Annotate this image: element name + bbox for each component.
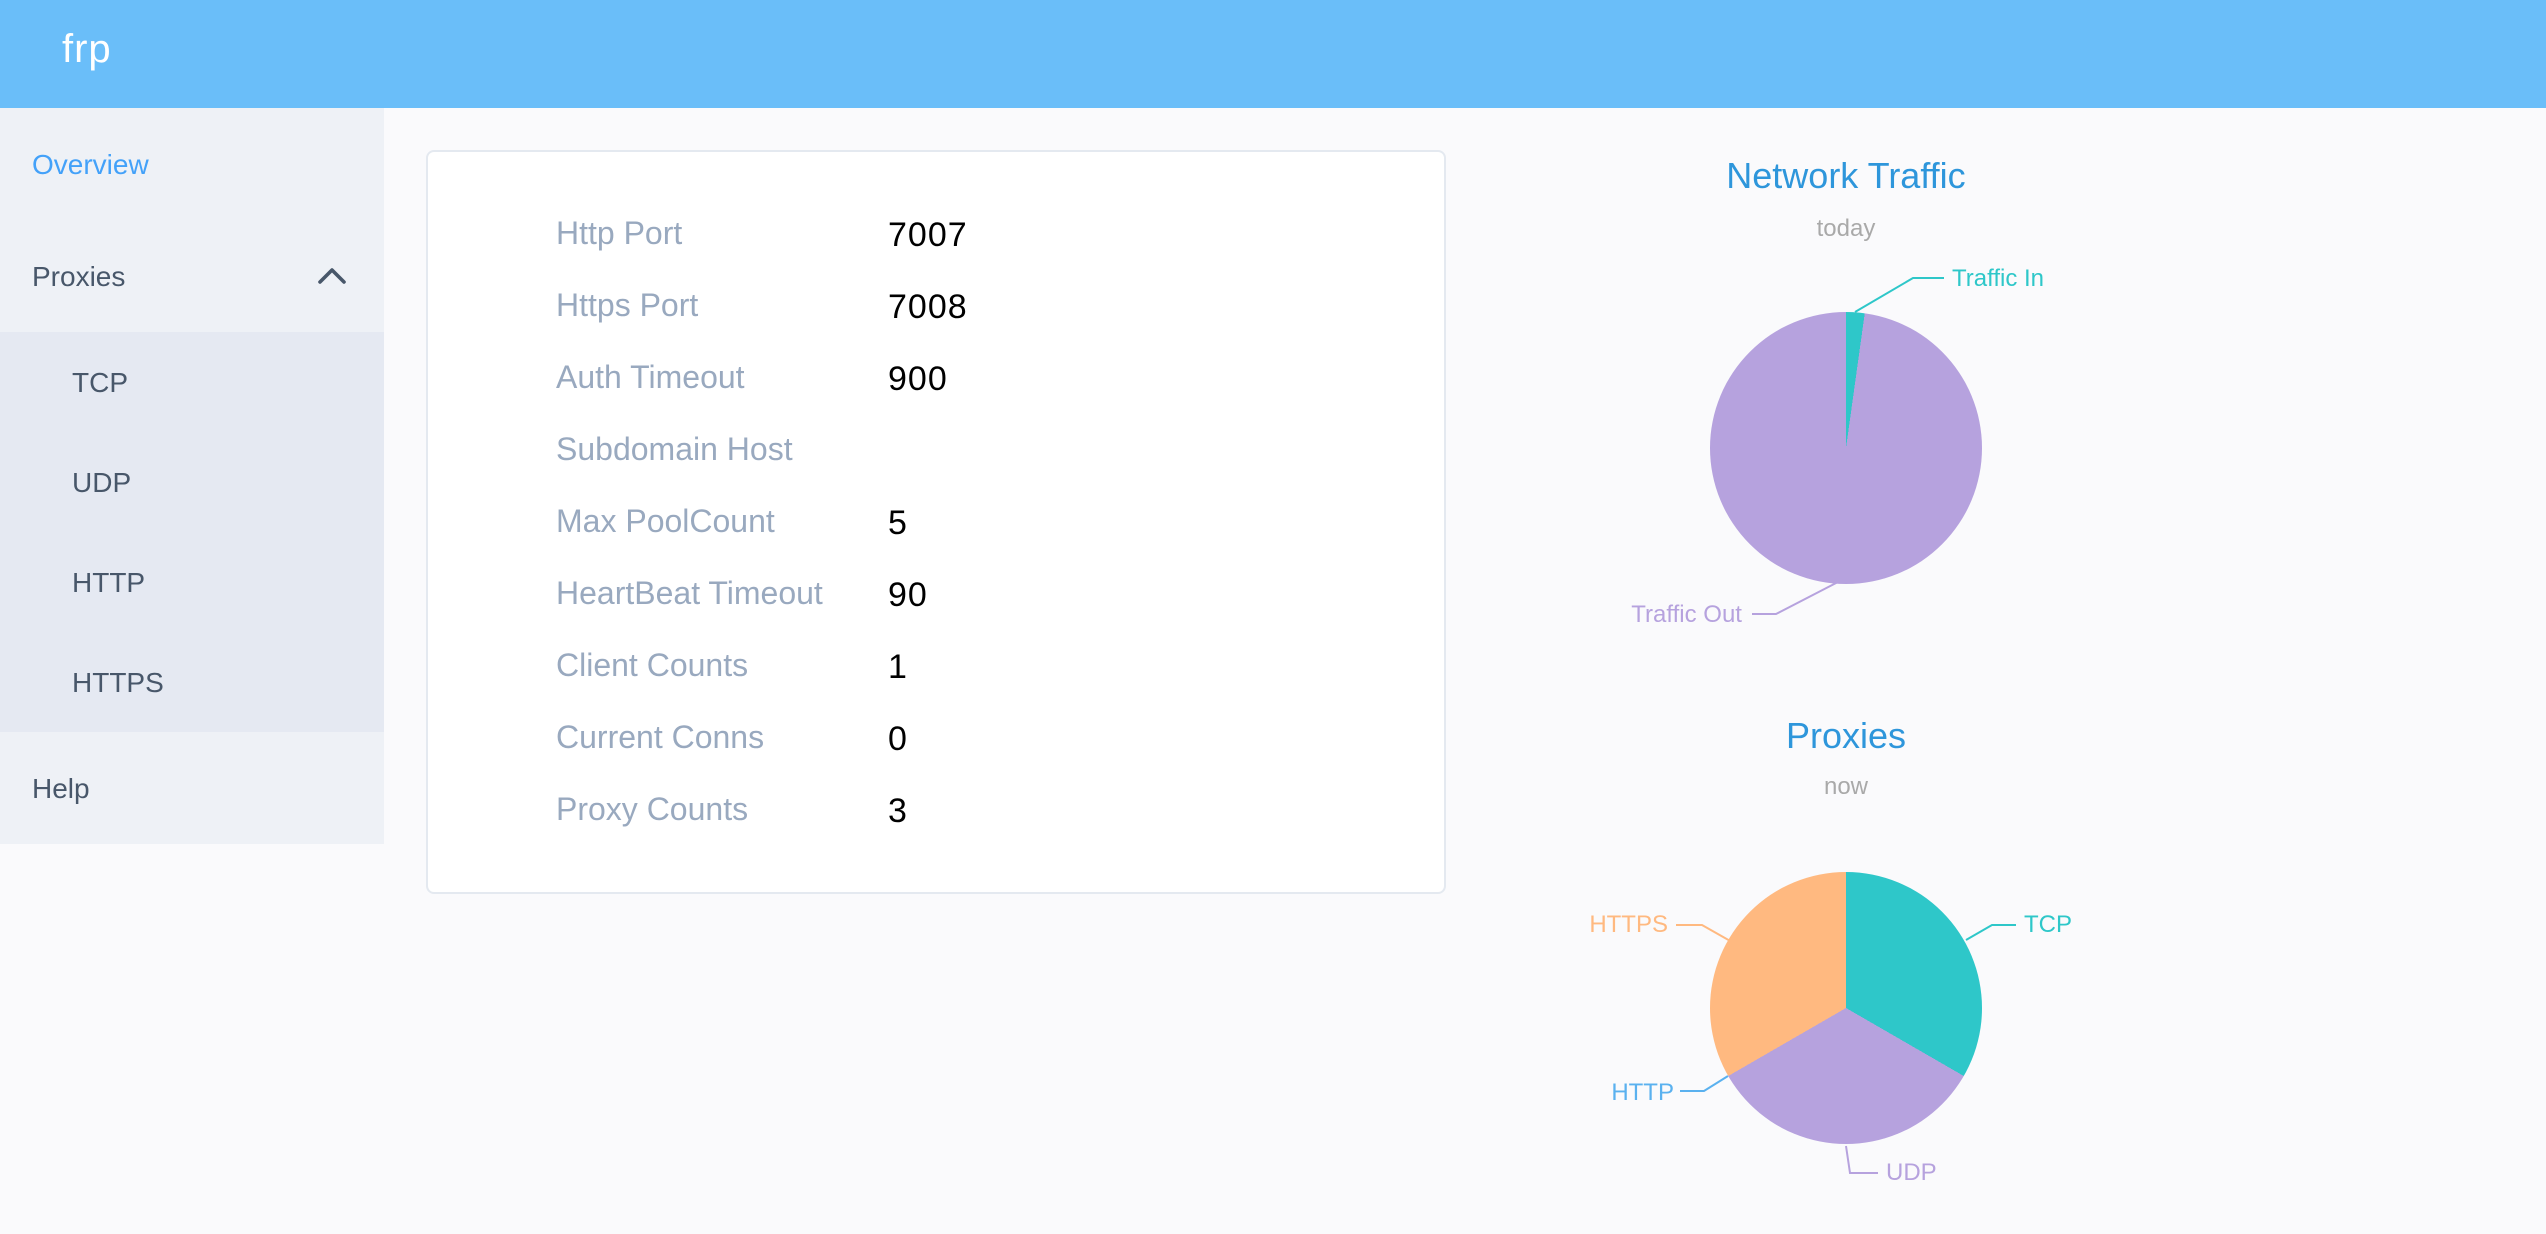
sidebar-item-udp[interactable]: UDP [0,432,384,532]
info-value: 3 [888,792,908,830]
info-row-client-counts: Client Counts 1 [428,632,1444,704]
proxies-pie[interactable] [1710,872,1982,1144]
info-row-max-poolcount: Max PoolCount 5 [428,488,1444,560]
info-row-http-port: Http Port 7007 [428,200,1444,272]
sidebar-menu: Overview Proxies TCP UDP HTTP HT [0,108,384,844]
network-traffic-pie[interactable] [1710,312,1982,584]
sidebar-item-https[interactable]: HTTPS [0,632,384,732]
info-row-proxy-counts: Proxy Counts 3 [428,776,1444,848]
proxies-chart-title: Proxies [1785,716,1907,756]
info-row-subdomain-host: Subdomain Host [428,416,1444,488]
info-label: Client Counts [556,650,749,684]
info-value: 7008 [888,288,968,326]
info-value: 1 [888,648,908,686]
info-value: 900 [888,360,948,398]
info-label: Https Port [556,290,699,324]
info-label: Proxy Counts [556,794,749,828]
info-value: 5 [888,504,908,542]
sidebar-item-help[interactable]: Help [0,732,384,844]
proxies-chart-subtitle: now [1823,772,1868,800]
network-traffic-chart-title: Network Traffic [1726,156,1966,196]
info-label: Current Conns [556,722,765,756]
sidebar-item-label: HTTP [72,566,146,598]
traffic-out-label-line [1752,581,1839,615]
http-slice-label: HTTP [1611,1078,1674,1106]
info-value: 90 [888,576,928,614]
info-row-https-port: Https Port 7008 [428,272,1444,344]
sidebar-item-label: HTTPS [72,666,164,698]
app-header: frp [0,0,2546,108]
info-label: Auth Timeout [556,362,745,396]
sidebar-item-proxies[interactable]: Proxies [0,220,384,332]
info-row-heartbeat-timeout: HeartBeat Timeout 90 [428,560,1444,632]
traffic-in-label-line [1854,277,1944,313]
sidebar: Overview Proxies TCP UDP HTTP HT [0,108,384,844]
sidebar-item-label: UDP [72,466,132,498]
info-label: Subdomain Host [556,434,793,468]
info-row-auth-timeout: Auth Timeout 900 [428,344,1444,416]
info-label: HeartBeat Timeout [556,578,823,612]
info-value: 7007 [888,216,968,254]
sidebar-item-label: Help [32,772,90,804]
sidebar-item-label: Overview [32,148,149,180]
tcp-slice-label: TCP [2024,910,2072,938]
traffic-in-label: Traffic In [1952,264,2045,292]
sidebar-item-tcp[interactable]: TCP [0,332,384,432]
info-label: Http Port [556,218,683,252]
info-row-current-conns: Current Conns 0 [428,704,1444,776]
https-slice-label: HTTPS [1589,910,1668,938]
tcp-label-line [1965,924,2016,941]
http-label-line [1680,1075,1729,1092]
chevron-up-icon [318,268,346,284]
frp-logo: frp [62,27,112,71]
udp-slice-label: UDP [1886,1158,1937,1186]
sidebar-item-label: Proxies [32,260,126,292]
https-label-line [1676,924,1733,943]
server-info-card: Http Port 7007 Https Port 7008 Auth Time… [426,150,1446,894]
sidebar-submenu-proxies: TCP UDP HTTP HTTPS [0,332,384,732]
udp-label-line [1845,1145,1878,1174]
sidebar-item-overview[interactable]: Overview [0,108,384,220]
sidebar-item-http[interactable]: HTTP [0,532,384,632]
info-label: Max PoolCount [556,506,775,540]
traffic-out-label: Traffic Out [1631,600,1742,628]
network-traffic-chart-subtitle: today [1816,214,1876,242]
sidebar-item-label: TCP [72,366,128,398]
info-value: 0 [888,720,908,758]
